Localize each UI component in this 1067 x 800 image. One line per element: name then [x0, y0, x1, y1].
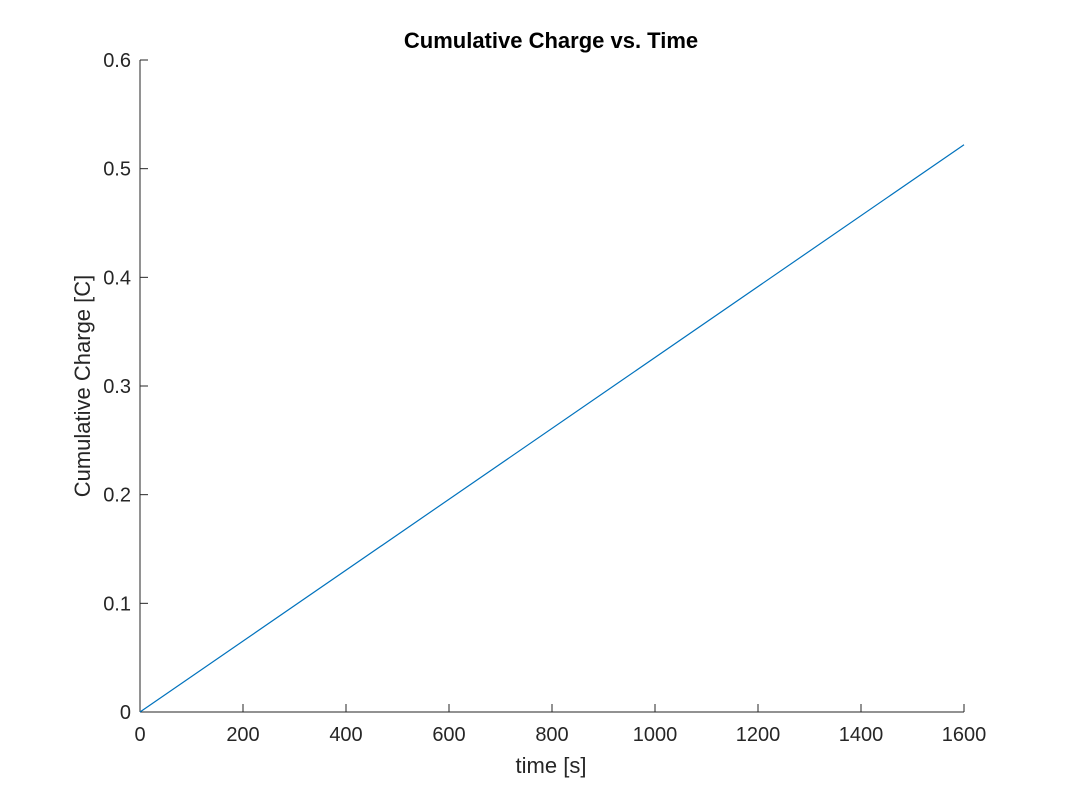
y-tick-label: 0.1 [103, 593, 131, 615]
y-tick-label: 0.3 [103, 376, 131, 398]
y-ticks: 0 0.1 0.2 0.3 0.4 0.5 0.6 [103, 50, 148, 724]
x-tick-label: 600 [432, 724, 465, 746]
series [139, 144, 965, 713]
y-tick-label: 0.2 [103, 485, 131, 507]
series-line [139, 144, 965, 713]
x-tick-label: 1200 [736, 724, 781, 746]
y-tick-label: 0.6 [103, 50, 131, 72]
x-tick-label: 0 [134, 724, 145, 746]
y-tick-label: 0.4 [103, 267, 131, 289]
chart-title: Cumulative Charge vs. Time [404, 28, 698, 53]
y-tick-label: 0.5 [103, 159, 131, 181]
y-tick-label: 0 [120, 702, 131, 724]
axes [139, 60, 964, 713]
x-tick-label: 1400 [839, 724, 884, 746]
x-axis-label: time [s] [516, 753, 587, 778]
x-ticks: 0 200 400 600 800 1000 1200 1400 1600 [134, 704, 986, 746]
x-tick-label: 800 [535, 724, 568, 746]
x-tick-label: 400 [329, 724, 362, 746]
x-tick-label: 1600 [942, 724, 987, 746]
y-axis-label: Cumulative Charge [C] [70, 275, 95, 498]
x-tick-label: 1000 [633, 724, 678, 746]
x-tick-label: 200 [226, 724, 259, 746]
